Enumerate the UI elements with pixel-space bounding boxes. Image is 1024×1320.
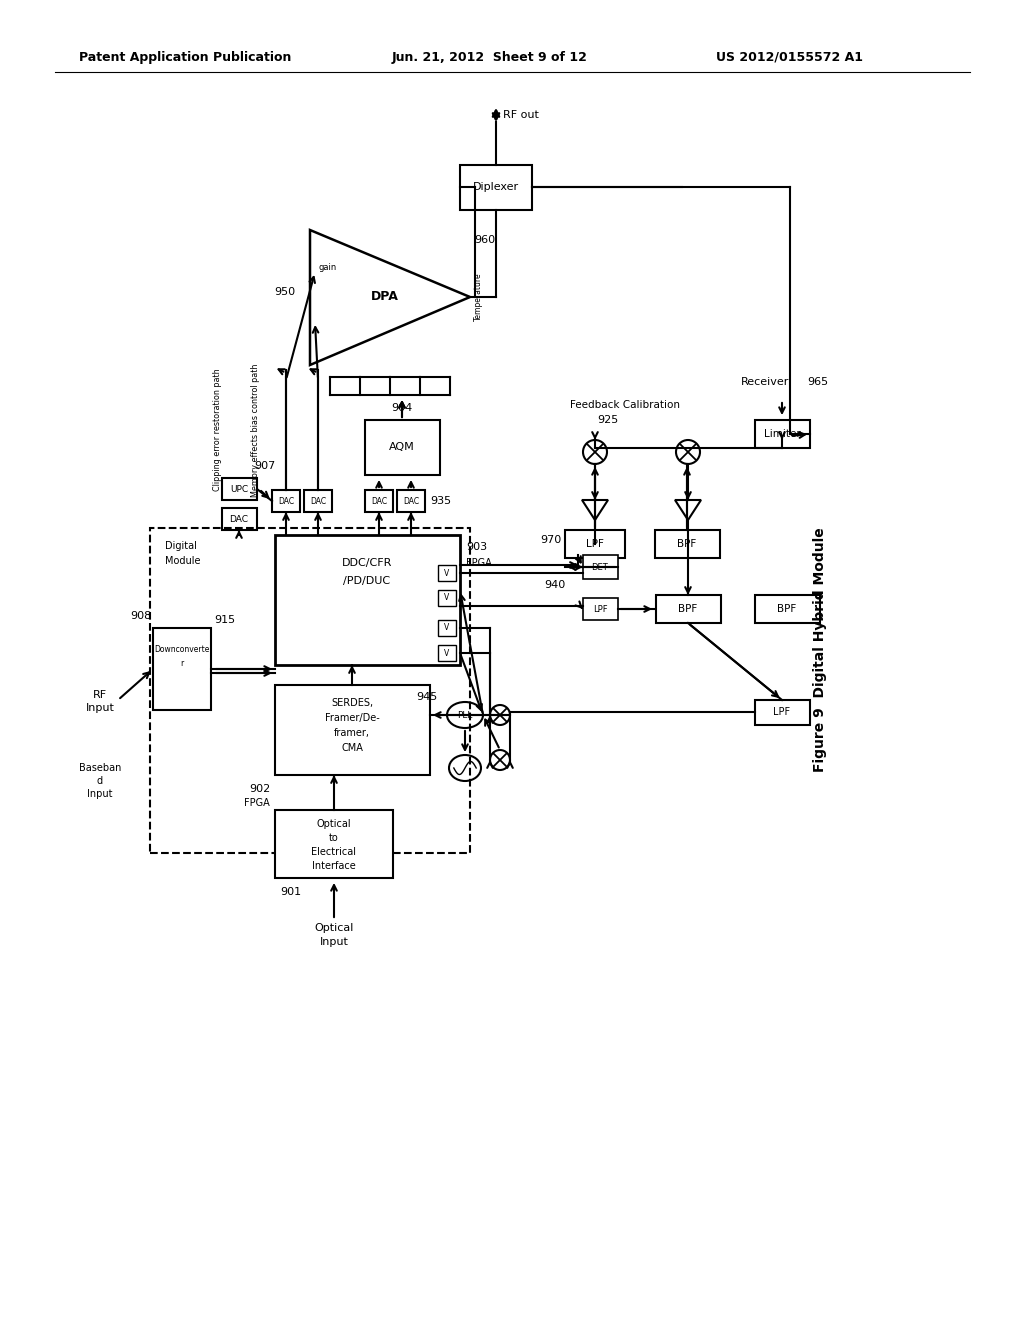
- Bar: [365, 490, 393, 512]
- Bar: [275, 810, 393, 878]
- Bar: [583, 554, 618, 579]
- Text: 970: 970: [541, 535, 561, 545]
- Text: 935: 935: [430, 496, 452, 506]
- Text: Interface: Interface: [312, 861, 356, 871]
- Text: r: r: [180, 660, 183, 668]
- Text: BPF: BPF: [678, 605, 697, 614]
- Text: 908: 908: [130, 611, 152, 620]
- Text: SERDES,: SERDES,: [331, 698, 373, 708]
- Text: DPA: DPA: [371, 290, 399, 304]
- Text: 945: 945: [417, 692, 437, 702]
- Text: framer,: framer,: [334, 729, 370, 738]
- Text: /PD/DUC: /PD/DUC: [343, 576, 390, 586]
- Bar: [438, 645, 456, 661]
- Text: Downconverte: Downconverte: [155, 645, 210, 655]
- Text: Input: Input: [319, 937, 348, 946]
- Text: 901: 901: [280, 887, 301, 898]
- Text: 940: 940: [545, 579, 565, 590]
- Bar: [275, 535, 460, 665]
- Bar: [460, 165, 532, 210]
- Bar: [222, 478, 257, 500]
- Text: 950: 950: [274, 286, 296, 297]
- Text: 907: 907: [254, 461, 275, 471]
- Text: CMA: CMA: [341, 743, 362, 752]
- Text: 904: 904: [391, 403, 413, 413]
- Text: BPF: BPF: [777, 605, 797, 614]
- Bar: [153, 628, 211, 710]
- Text: to: to: [329, 833, 339, 843]
- Bar: [304, 490, 332, 512]
- Text: 960: 960: [474, 235, 496, 246]
- Bar: [150, 528, 470, 853]
- Bar: [272, 490, 300, 512]
- Text: RF out: RF out: [503, 110, 539, 120]
- Text: 902: 902: [249, 784, 270, 795]
- Bar: [755, 420, 810, 447]
- Text: PLL: PLL: [458, 710, 473, 719]
- Bar: [438, 590, 456, 606]
- Text: DAC: DAC: [229, 515, 249, 524]
- Text: Input: Input: [87, 789, 113, 799]
- Bar: [583, 598, 618, 620]
- Text: LPF: LPF: [593, 605, 607, 614]
- Text: LPF: LPF: [773, 708, 791, 717]
- Text: 903: 903: [466, 543, 487, 552]
- Bar: [438, 565, 456, 581]
- Text: FPGA: FPGA: [466, 558, 492, 568]
- Text: Optical: Optical: [314, 923, 353, 933]
- Text: Feedback Calibration: Feedback Calibration: [570, 400, 680, 411]
- Text: US 2012/0155572 A1: US 2012/0155572 A1: [717, 50, 863, 63]
- Bar: [438, 620, 456, 636]
- Text: Diplexer: Diplexer: [473, 182, 519, 191]
- Text: Optical: Optical: [316, 818, 351, 829]
- Text: 925: 925: [597, 414, 618, 425]
- Text: Electrical: Electrical: [311, 847, 356, 857]
- Text: Figure 9  Digital Hybrid Module: Figure 9 Digital Hybrid Module: [813, 528, 827, 772]
- Text: V: V: [444, 569, 450, 578]
- Text: LPF: LPF: [586, 539, 604, 549]
- Text: Digital: Digital: [165, 541, 197, 550]
- Text: Clipping error restoration path: Clipping error restoration path: [213, 368, 222, 491]
- Bar: [565, 531, 625, 558]
- Text: RF: RF: [93, 690, 108, 700]
- Text: Input: Input: [86, 704, 115, 713]
- Text: Jun. 21, 2012  Sheet 9 of 12: Jun. 21, 2012 Sheet 9 of 12: [392, 50, 588, 63]
- Text: DAC: DAC: [371, 496, 387, 506]
- Text: gain: gain: [318, 263, 337, 272]
- Text: Receiver: Receiver: [740, 378, 790, 387]
- Bar: [365, 420, 440, 475]
- Text: AQM: AQM: [389, 442, 415, 451]
- Text: V: V: [444, 623, 450, 632]
- Bar: [275, 685, 430, 775]
- Bar: [655, 531, 720, 558]
- Text: V: V: [444, 594, 450, 602]
- Bar: [656, 595, 721, 623]
- Text: FPGA: FPGA: [245, 799, 270, 808]
- Text: DAC: DAC: [278, 496, 294, 506]
- Text: 915: 915: [214, 615, 236, 624]
- Text: Limiter: Limiter: [764, 429, 801, 440]
- Text: V: V: [444, 648, 450, 657]
- Text: 965: 965: [808, 378, 828, 387]
- Text: Module: Module: [165, 556, 201, 566]
- Text: DET: DET: [592, 562, 608, 572]
- Text: UPC: UPC: [230, 484, 248, 494]
- Text: Patent Application Publication: Patent Application Publication: [79, 50, 291, 63]
- Bar: [397, 490, 425, 512]
- Bar: [222, 508, 257, 531]
- Text: BPF: BPF: [677, 539, 696, 549]
- Text: DAC: DAC: [402, 496, 419, 506]
- Text: Framer/De-: Framer/De-: [325, 713, 379, 723]
- Text: d: d: [97, 776, 103, 785]
- Text: Memory effects bias control path: Memory effects bias control path: [251, 363, 259, 496]
- Text: DAC: DAC: [310, 496, 326, 506]
- Bar: [755, 595, 820, 623]
- Text: Temperature: Temperature: [473, 273, 482, 321]
- Text: Baseban: Baseban: [79, 763, 121, 774]
- Text: DDC/CFR: DDC/CFR: [342, 558, 392, 568]
- Bar: [755, 700, 810, 725]
